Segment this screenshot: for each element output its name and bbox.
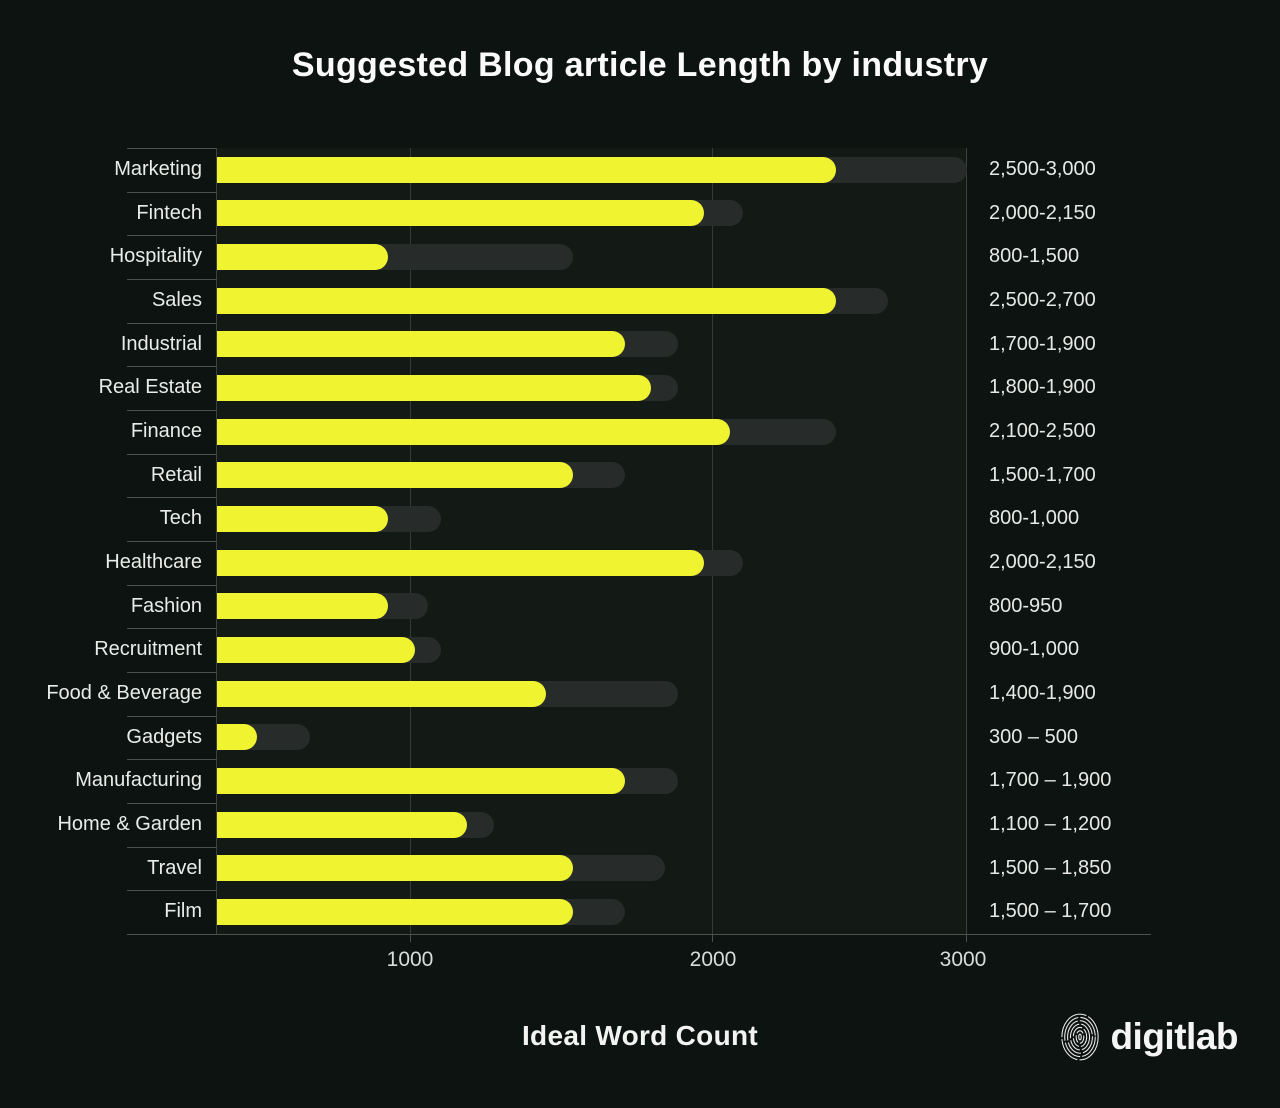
bar-rows: Marketing 2,500-3,000 Fintech 2,000-2,150 Ho… — [0, 148, 1280, 934]
category-label: Retail — [0, 453, 217, 498]
bar-min-range — [217, 156, 836, 183]
range-label: 1,800-1,900 — [989, 376, 1096, 399]
bar-min-range — [217, 898, 573, 925]
range-label: 1,700-1,900 — [989, 332, 1096, 355]
bar-track — [217, 541, 967, 585]
category-label: Food & Beverage — [0, 671, 217, 716]
range-label: 1,500-1,700 — [989, 463, 1096, 486]
fingerprint-icon — [1059, 1012, 1101, 1062]
digitlab-logo: digitlab — [1059, 1012, 1238, 1062]
gridline-2000 — [712, 148, 713, 934]
bar-min-range — [217, 811, 467, 838]
gridline-1000 — [410, 148, 411, 934]
bar-min-range — [217, 200, 704, 227]
bar-track — [217, 585, 967, 629]
range-label: 1,500 – 1,850 — [989, 856, 1112, 879]
gridline-3000 — [966, 148, 967, 934]
bar-track — [217, 890, 967, 934]
range-label: 2,000-2,150 — [989, 201, 1096, 224]
category-label: Recruitment — [0, 628, 217, 672]
bar-min-range — [217, 680, 546, 707]
bar-min-range — [217, 331, 625, 358]
x-axis-title: Ideal Word Count — [521, 1020, 759, 1051]
category-label: Marketing — [0, 148, 217, 192]
plot-area — [217, 148, 967, 934]
category-label: Sales — [0, 278, 217, 323]
category-label: Travel — [0, 846, 217, 891]
bar-min-range — [217, 855, 573, 882]
x-tick-label-1000: 1000 — [386, 948, 434, 971]
range-label: 1,400-1,900 — [989, 681, 1096, 704]
x-tick-label-3000: 3000 — [939, 948, 987, 971]
bar-track — [217, 235, 967, 279]
category-label: Real Estate — [0, 366, 217, 410]
x-tick-label-2000: 2000 — [689, 948, 737, 971]
x-axis-tick — [712, 934, 713, 942]
range-label: 800-950 — [989, 594, 1063, 617]
category-label: Hospitality — [0, 235, 217, 279]
bar-track — [217, 148, 967, 192]
range-label: 300 – 500 — [989, 725, 1078, 748]
bar-min-range — [217, 287, 836, 314]
category-label: Manufacturing — [0, 759, 217, 803]
range-label: 1,100 – 1,200 — [989, 812, 1112, 835]
bar-track — [217, 497, 967, 541]
bar-min-range — [217, 506, 388, 533]
digitlab-logo-text: digitlab — [1110, 1016, 1238, 1057]
category-label: Film — [0, 890, 217, 934]
range-label: 2,500-3,000 — [989, 158, 1096, 180]
range-label: 1,500 – 1,700 — [989, 900, 1112, 923]
bar-track — [217, 279, 967, 323]
bar-track — [217, 672, 967, 716]
range-label: 1,700 – 1,900 — [989, 769, 1112, 792]
range-label: 800-1,000 — [989, 507, 1080, 530]
range-label: 2,000-2,150 — [989, 550, 1096, 573]
x-axis-line — [127, 934, 1151, 935]
bar-min-range — [217, 418, 730, 445]
bar-track — [217, 628, 967, 672]
bar-min-range — [217, 462, 573, 489]
bar-track — [217, 192, 967, 236]
chart-title: Suggested Blog article Length by industr… — [291, 46, 989, 84]
category-label: Healthcare — [0, 540, 217, 585]
bar-track — [217, 759, 967, 803]
range-label: 2,500-2,700 — [989, 288, 1096, 311]
bar-min-range — [217, 593, 388, 620]
bar-track — [217, 410, 967, 454]
bar-track — [217, 716, 967, 760]
range-label: 900-1,000 — [989, 638, 1080, 661]
category-label: Fashion — [0, 584, 217, 629]
category-label: Fintech — [0, 191, 217, 236]
bar-track — [217, 847, 967, 891]
range-label: 2,100-2,500 — [989, 419, 1096, 442]
bar-min-range — [217, 549, 704, 576]
category-label: Finance — [0, 409, 217, 454]
bar-min-range — [217, 767, 625, 794]
bar-min-range — [217, 244, 388, 271]
bar-min-range — [217, 637, 415, 664]
bar-min-range — [217, 375, 651, 402]
category-label: Gadgets — [0, 715, 217, 760]
bar-track — [217, 323, 967, 367]
x-axis-tick — [410, 934, 411, 942]
x-axis-tick — [966, 934, 967, 942]
category-label: Industrial — [0, 322, 217, 367]
bar-track — [217, 366, 967, 410]
bar-min-range — [217, 724, 257, 751]
range-label: 800-1,500 — [989, 245, 1080, 268]
category-label: Tech — [0, 497, 217, 541]
bar-track — [217, 803, 967, 847]
category-label: Home & Garden — [0, 802, 217, 847]
bar-track — [217, 454, 967, 498]
